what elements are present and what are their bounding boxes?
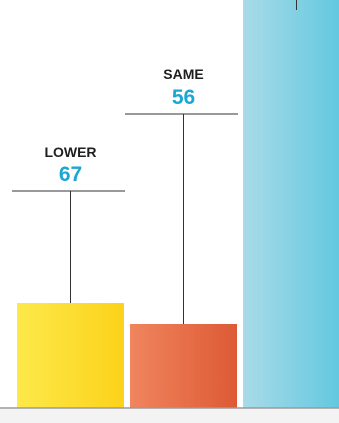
labels-layer: LOWER 67 SAME 56: [12, 0, 297, 324]
bar-highest: [243, 0, 339, 408]
floor-band: [0, 409, 339, 423]
value-label-same: 56: [172, 86, 195, 109]
value-label-lower: 67: [59, 163, 82, 186]
bar-lower: [17, 303, 124, 408]
bar-same: [130, 324, 237, 408]
bars-layer: [17, 0, 339, 408]
category-label-lower: LOWER: [44, 144, 96, 160]
category-label-same: SAME: [163, 66, 203, 82]
